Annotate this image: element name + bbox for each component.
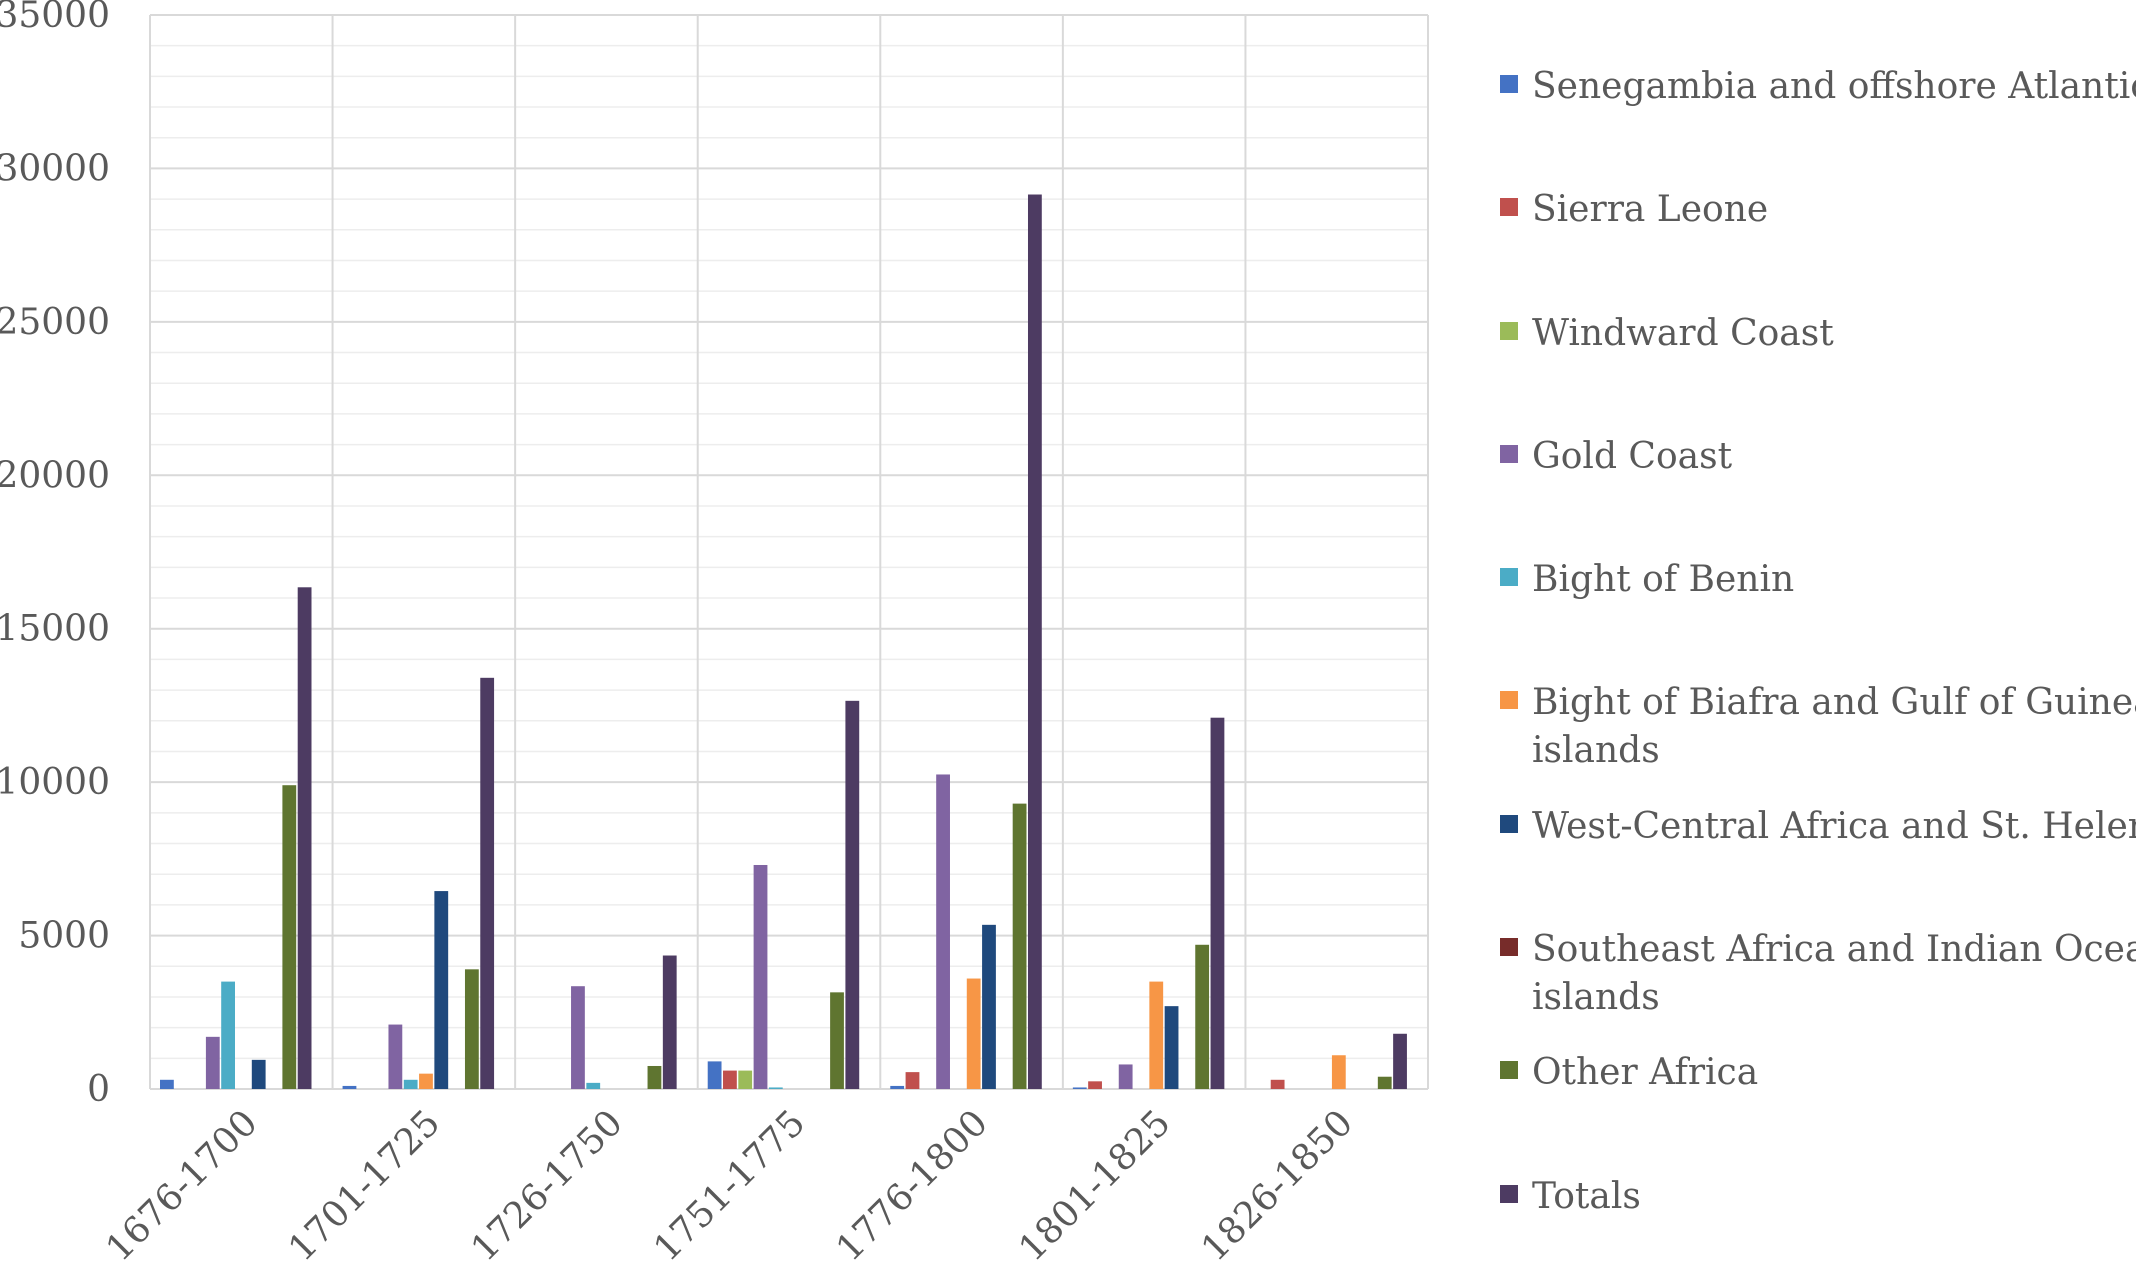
- x-tick-label: 1801-1825: [1011, 1102, 1178, 1269]
- bar-gold-coast-1701-1725: [388, 1024, 403, 1089]
- bar-other-africa-1801-1825: [1195, 944, 1210, 1089]
- bar-other-africa-1676-1700: [282, 785, 297, 1089]
- x-tick-label: 1726-1750: [464, 1102, 631, 1269]
- bar-west-central-africa-and-st-helena-1801-1825: [1164, 1006, 1179, 1089]
- legend-swatch: [1500, 938, 1518, 956]
- x-axis-ticks: 1676-1700 1701-1725 1726-1750 1751-1775 1776…: [98, 1102, 1361, 1269]
- bar-senegambia-and-offshore-atlantic-1701-1725: [342, 1085, 357, 1089]
- y-tick-label: 10000: [0, 762, 110, 803]
- legend-label: Windward Coast: [1532, 313, 1834, 354]
- y-tick-label: 20000: [0, 455, 110, 496]
- x-tick-label: 1701-1725: [281, 1102, 448, 1269]
- bar-gold-coast-1801-1825: [1118, 1064, 1133, 1089]
- bar-bight-of-benin-1676-1700: [221, 981, 235, 1089]
- x-tick-label: 1676-1700: [98, 1102, 265, 1269]
- legend-swatch: [1500, 445, 1518, 463]
- legend-label: Bight of Benin: [1532, 559, 1794, 600]
- y-tick-label: 0: [87, 1069, 110, 1110]
- y-tick-label: 15000: [0, 609, 110, 650]
- legend-swatch: [1500, 75, 1518, 93]
- bar-other-africa-1826-1850: [1377, 1076, 1392, 1089]
- legend: Senegambia and offshore Atlantic Sierra L…: [1500, 66, 2136, 1217]
- bar-gold-coast-1726-1750: [571, 986, 585, 1089]
- bar-windward-coast-1751-1775: [738, 1070, 753, 1089]
- bar-bight-of-benin-1751-1775: [768, 1087, 783, 1089]
- grid: [149, 14, 1429, 1090]
- y-tick-label: 5000: [18, 916, 110, 957]
- legend-label: Totals: [1532, 1176, 1641, 1217]
- bar-totals-1776-1800: [1027, 194, 1042, 1090]
- bar-totals-1701-1725: [480, 677, 495, 1089]
- legend-label: West-Central Africa and St. Helena: [1532, 806, 2136, 847]
- legend-label: Southeast Africa and Indian Ocean islands: [1532, 929, 2136, 1018]
- bar-bight-of-biafra-and-gulf-of-guinea-islands-1701-1725: [419, 1073, 433, 1089]
- legend-swatch: [1500, 322, 1518, 340]
- y-axis-ticks: 0 5000 10000 15000 20000 25000 30000 35000: [0, 0, 110, 1110]
- legend-label: Bight of Biafra and Gulf of Guinea island…: [1532, 682, 2136, 771]
- legend-swatch: [1500, 815, 1518, 833]
- bar-senegambia-and-offshore-atlantic-1801-1825: [1072, 1087, 1087, 1089]
- legend-label: Other Africa: [1532, 1052, 1758, 1093]
- bar-senegambia-and-offshore-atlantic-1751-1775: [707, 1061, 722, 1089]
- bar-bight-of-benin-1726-1750: [586, 1082, 601, 1089]
- bar-gold-coast-1751-1775: [753, 864, 768, 1089]
- bar-bight-of-biafra-and-gulf-of-guinea-islands-1801-1825: [1149, 981, 1164, 1089]
- bar-totals-1801-1825: [1210, 717, 1225, 1089]
- x-tick-label: 1776-1800: [829, 1102, 996, 1269]
- bar-gold-coast-1776-1800: [936, 774, 950, 1089]
- bar-bight-of-biafra-and-gulf-of-guinea-islands-1826-1850: [1331, 1055, 1346, 1089]
- legend-label: Gold Coast: [1532, 436, 1733, 477]
- legend-label: Sierra Leone: [1532, 189, 1768, 230]
- y-tick-label: 25000: [0, 302, 110, 343]
- bar-sierra-leone-1826-1850: [1270, 1079, 1285, 1089]
- bar-senegambia-and-offshore-atlantic-1676-1700: [160, 1079, 174, 1089]
- bar-west-central-africa-and-st-helena-1676-1700: [251, 1059, 266, 1089]
- bar-sierra-leone-1801-1825: [1088, 1081, 1102, 1089]
- bar-bight-of-biafra-and-gulf-of-guinea-islands-1776-1800: [966, 978, 981, 1089]
- legend-label: Senegambia and offshore Atlantic: [1532, 66, 2136, 107]
- bar-gold-coast-1676-1700: [205, 1036, 220, 1089]
- legend-swatch: [1500, 568, 1518, 586]
- bar-sierra-leone-1751-1775: [723, 1070, 737, 1089]
- legend-swatch: [1500, 198, 1518, 216]
- legend-swatch: [1500, 1185, 1518, 1203]
- x-tick-label: 1826-1850: [1194, 1102, 1361, 1269]
- bars: [160, 194, 1407, 1090]
- bar-totals-1751-1775: [845, 700, 860, 1089]
- bar-other-africa-1751-1775: [830, 992, 844, 1089]
- bar-west-central-africa-and-st-helena-1701-1725: [434, 891, 449, 1089]
- bar-senegambia-and-offshore-atlantic-1776-1800: [890, 1085, 905, 1089]
- legend-swatch: [1500, 1061, 1518, 1079]
- bar-totals-1726-1750: [662, 955, 677, 1089]
- bar-west-central-africa-and-st-helena-1776-1800: [982, 924, 996, 1089]
- x-tick-label: 1751-1775: [646, 1102, 813, 1269]
- bar-totals-1826-1850: [1393, 1033, 1407, 1089]
- y-tick-label: 30000: [0, 148, 110, 189]
- legend-swatch: [1500, 691, 1518, 709]
- bar-sierra-leone-1776-1800: [905, 1072, 920, 1089]
- bar-other-africa-1726-1750: [647, 1065, 662, 1089]
- bar-totals-1676-1700: [297, 587, 312, 1089]
- bar-bight-of-benin-1701-1725: [403, 1079, 418, 1089]
- y-tick-label: 35000: [0, 0, 110, 36]
- bar-other-africa-1776-1800: [1012, 803, 1027, 1089]
- bar-other-africa-1701-1725: [464, 969, 479, 1089]
